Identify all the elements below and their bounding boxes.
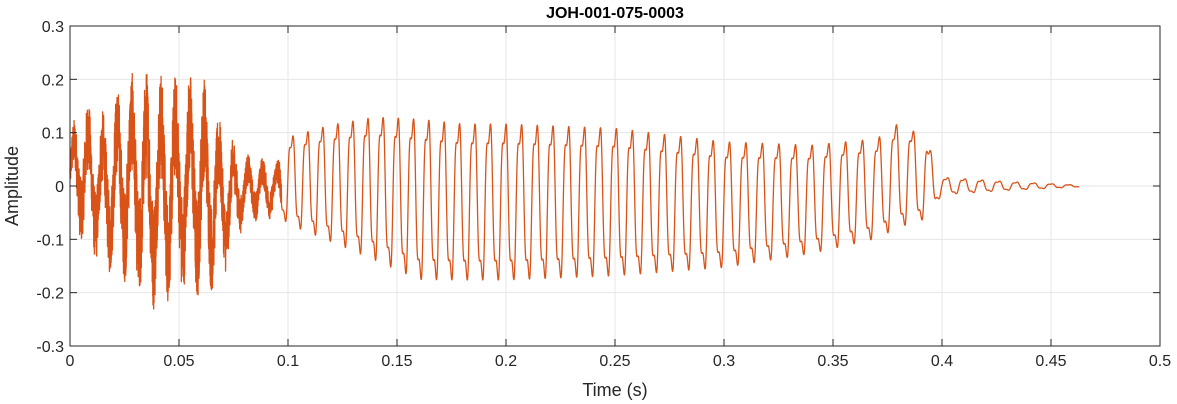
x-tick-label: 0.25 [599, 353, 630, 370]
y-tick-label: 0.2 [42, 72, 64, 89]
y-tick-label: 0.3 [42, 19, 64, 36]
x-tick-label: 0.4 [931, 353, 953, 370]
y-tick-label: 0 [55, 179, 64, 196]
y-tick-label: 0.1 [42, 126, 64, 143]
x-tick-label: 0.3 [713, 353, 735, 370]
chart-title: JOH-001-075-0003 [546, 5, 684, 22]
series-line [69, 72, 1080, 310]
x-tick-label: 0.2 [495, 353, 517, 370]
x-tick-label: 0.1 [277, 353, 299, 370]
x-tick-label: 0.35 [817, 353, 848, 370]
y-tick-label: -0.3 [36, 339, 64, 356]
data-layer [69, 72, 1080, 310]
ticks: 0 0.05 0.1 0.15 0.2 0.25 0.3 0.35 0.4 0.45 0.5 -0.3… [36, 19, 1171, 370]
y-tick-label: -0.1 [36, 232, 64, 249]
x-tick-label: 0.15 [381, 353, 412, 370]
x-tick-label: 0.5 [1149, 353, 1171, 370]
x-tick-label: 0 [66, 353, 75, 370]
y-axis-label: Amplitude [2, 146, 22, 226]
x-axis-label: Time (s) [582, 380, 647, 400]
x-tick-label: 0.05 [163, 353, 194, 370]
x-tick-label: 0.45 [1035, 353, 1066, 370]
y-tick-label: -0.2 [36, 286, 64, 303]
